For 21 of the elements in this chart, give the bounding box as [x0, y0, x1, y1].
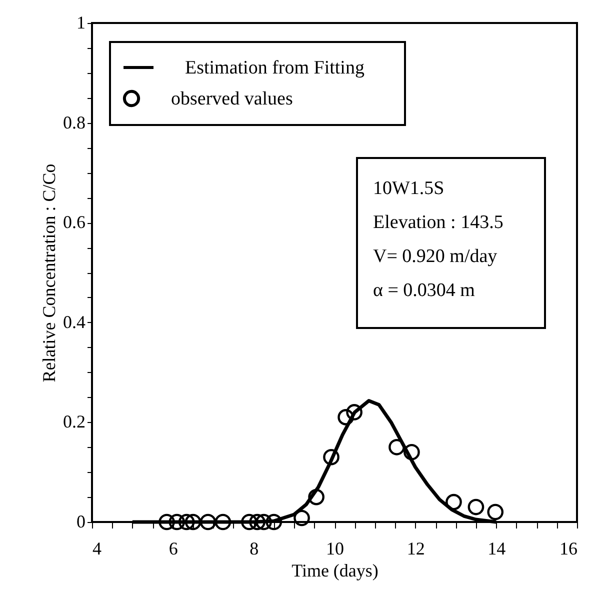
- y-axis-title: Relative Concentration : C/Co: [39, 164, 59, 382]
- y-tick-label: 0.4: [63, 312, 86, 332]
- x-tick-label: 16: [560, 538, 578, 558]
- legend-label: Estimation from Fitting: [185, 58, 365, 78]
- x-tick-label: 8: [250, 538, 259, 558]
- y-tick-label: 0.8: [63, 112, 86, 132]
- annotation: α = 0.0304 m: [373, 280, 476, 301]
- x-tick-label: 4: [92, 538, 102, 558]
- x-tick-label: 12: [406, 538, 425, 558]
- x-axis-title: Time (days): [292, 560, 378, 580]
- annotation: V= 0.920 m/day: [373, 246, 498, 267]
- annotation: Elevation : 143.5: [373, 212, 504, 233]
- legend-label: observed values: [171, 88, 293, 110]
- x-tick-label: 14: [488, 538, 506, 558]
- y-tick-label: 0.2: [63, 412, 86, 432]
- x-tick-label: 10: [326, 538, 344, 558]
- annotation: 10W1.5S: [373, 178, 444, 199]
- y-tick-label: 0: [76, 512, 86, 532]
- y-tick-label: 1: [76, 12, 86, 32]
- y-tick-label: 0.6: [63, 212, 86, 232]
- x-tick-label: 6: [168, 538, 178, 558]
